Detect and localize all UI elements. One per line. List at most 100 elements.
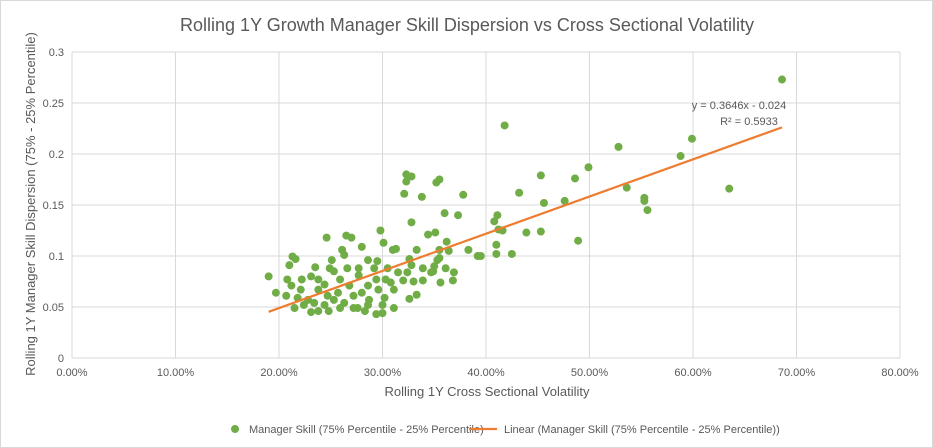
data-point	[340, 250, 349, 259]
legend-marker-scatter	[231, 425, 239, 433]
data-point	[687, 134, 696, 143]
y-tick-label: 0.2	[49, 149, 64, 161]
data-point	[402, 177, 411, 186]
trendline-equation: y = 0.3646x - 0.024	[692, 100, 786, 112]
trendline-r2: R² = 0.5933	[720, 116, 778, 128]
data-point	[314, 285, 323, 294]
legend-label-trendline: Linear (Manager Skill (75% Percentile - …	[504, 424, 780, 436]
x-tick-label: 80.00%	[881, 367, 919, 379]
data-point	[296, 285, 305, 294]
y-tick-label: 0.05	[43, 302, 64, 314]
data-point	[435, 175, 444, 184]
data-point	[372, 275, 381, 284]
data-point	[307, 308, 316, 317]
data-point	[464, 245, 473, 254]
data-point	[282, 291, 291, 300]
data-point	[320, 280, 329, 289]
data-point	[536, 171, 545, 180]
data-point	[493, 211, 502, 220]
data-point	[417, 192, 426, 201]
data-point	[403, 268, 412, 277]
data-point	[431, 228, 440, 237]
data-point	[389, 304, 398, 313]
x-tick-label: 50.00%	[571, 367, 609, 379]
y-tick-label: 0.3	[49, 47, 64, 59]
y-tick-label: 0.1	[49, 251, 64, 263]
data-point	[418, 276, 427, 285]
data-point	[343, 264, 352, 273]
data-point	[522, 228, 531, 237]
data-point	[449, 268, 458, 277]
data-point	[349, 291, 358, 300]
data-point	[560, 196, 569, 205]
data-point	[436, 278, 445, 287]
data-point	[473, 252, 482, 260]
data-point	[643, 206, 652, 215]
data-point	[310, 298, 319, 307]
data-point	[399, 276, 408, 285]
data-point	[327, 256, 336, 265]
data-point	[515, 188, 524, 197]
data-point	[336, 275, 345, 284]
data-point	[336, 304, 345, 313]
data-point	[622, 183, 631, 192]
data-point	[373, 257, 382, 266]
data-point	[379, 238, 388, 247]
data-point	[285, 261, 294, 270]
data-point	[372, 310, 381, 319]
chart-title: Rolling 1Y Growth Manager Skill Dispersi…	[180, 15, 754, 35]
data-point	[614, 142, 623, 151]
x-tick-label: 0.00%	[56, 367, 87, 379]
data-point	[490, 217, 499, 226]
x-tick-label: 30.00%	[364, 367, 402, 379]
data-point	[357, 242, 366, 251]
data-point	[412, 245, 421, 254]
data-point	[360, 307, 369, 316]
data-point	[424, 230, 433, 239]
x-tick-label: 70.00%	[778, 367, 816, 379]
x-tick-label: 40.00%	[467, 367, 505, 379]
x-tick-labels: 0.00% 10.00% 20.00% 30.00% 40.00% 50.00% 60.00…	[56, 367, 918, 379]
data-point	[364, 256, 373, 265]
data-point	[448, 276, 457, 285]
data-point	[427, 268, 436, 277]
data-point	[314, 307, 323, 316]
data-point	[347, 233, 356, 242]
data-point	[314, 275, 323, 284]
data-point	[380, 293, 389, 302]
data-point	[322, 233, 331, 242]
data-point	[333, 288, 342, 297]
y-tick-label: 0	[58, 353, 64, 365]
data-point	[507, 249, 516, 258]
x-axis-label: Rolling 1Y Cross Sectional Volatility	[385, 384, 590, 399]
data-point	[307, 272, 316, 281]
data-point	[378, 309, 387, 318]
data-point	[430, 262, 439, 271]
y-tick-label: 0.15	[43, 200, 64, 212]
data-point	[389, 285, 398, 294]
data-point	[378, 300, 387, 309]
data-point	[409, 277, 418, 286]
data-point	[283, 275, 292, 284]
data-point	[287, 281, 296, 290]
x-tick-label: 20.00%	[260, 367, 298, 379]
legend-label-scatter: Manager Skill (75% Percentile - 25% Perc…	[249, 424, 484, 436]
data-point	[329, 295, 338, 304]
data-point	[354, 264, 363, 273]
data-point	[323, 291, 332, 300]
data-point	[442, 237, 451, 246]
data-point	[290, 304, 299, 313]
data-point	[311, 263, 320, 272]
data-point	[459, 190, 468, 199]
data-point	[574, 236, 583, 245]
trendline	[268, 126, 783, 313]
data-point	[407, 218, 416, 227]
data-point	[454, 211, 463, 220]
data-point	[297, 275, 306, 284]
data-point	[376, 226, 385, 235]
x-tick-label: 10.00%	[157, 367, 195, 379]
data-point	[492, 240, 501, 249]
y-tick-label: 0.25	[43, 98, 64, 110]
